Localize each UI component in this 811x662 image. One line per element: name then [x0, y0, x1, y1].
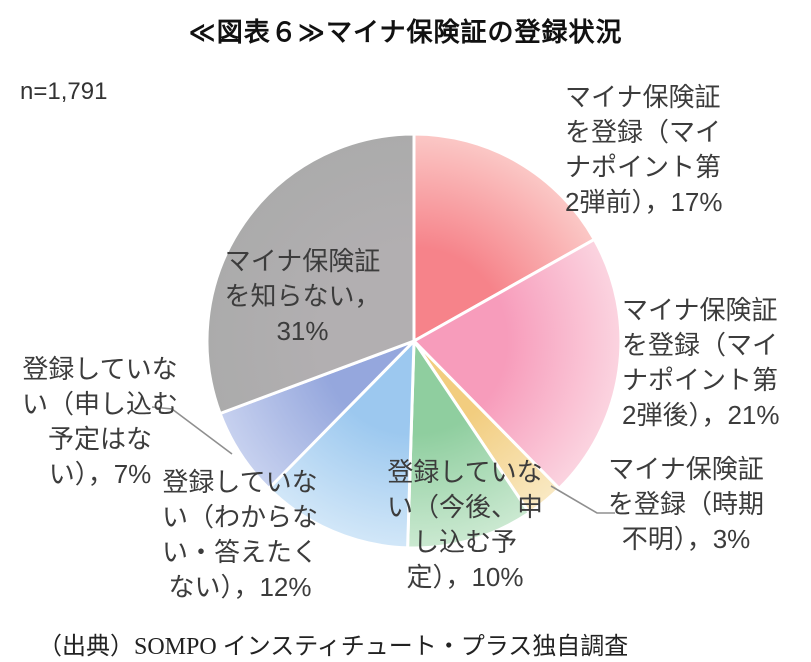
callout-not-registered-no-plan: 登録していな い（申し込む 予定はな い），7%: [20, 352, 180, 492]
pie-slice-1: [412, 132, 596, 343]
callout-line: 登録していな: [162, 467, 318, 497]
callout-line: を登録（時期: [607, 489, 764, 519]
source-note: （出典）SOMPO インスティチュート・プラス独自調査: [38, 634, 629, 660]
callout-line: 予定はな: [47, 424, 152, 454]
callout-line: ナポイント第: [565, 152, 722, 182]
callout-line: マイナ保険証: [565, 82, 721, 112]
callout-line: 登録していな: [387, 457, 543, 487]
pie-slice-2: [412, 237, 623, 490]
sample-size-label: n=1,791: [20, 78, 108, 105]
callout-dont-know-myna-card: マイナ保険証 を知らない， 31%: [200, 244, 405, 349]
callout-line: を登録（マイ: [565, 117, 722, 147]
callout-line: を登録（マイ: [622, 330, 779, 360]
chart-title: ≪図表６≫マイナ保険証の登録状況: [188, 17, 623, 47]
callout-registered-timing-unknown: マイナ保険証 を登録（時期 不明），3%: [580, 452, 792, 557]
callout-line: 2弾後），21%: [622, 400, 780, 430]
callout-line: マイナ保険証: [608, 454, 764, 484]
callout-line: い（わからな: [161, 502, 318, 532]
pie-slice-7: [205, 132, 416, 415]
callout-line: 2弾前），17%: [565, 187, 723, 217]
callout-line: し込む予: [412, 527, 517, 557]
leader-line-1: [550, 485, 615, 514]
callout-line: い（今後、申: [386, 492, 543, 522]
callout-line: ナポイント第: [622, 365, 779, 395]
callout-line: 31%: [276, 316, 329, 346]
callout-registered-pre-round2: マイナ保険証 を登録（マイ ナポイント第 2弾前），17%: [565, 80, 810, 220]
callout-not-registered-unsure: 登録していな い（わからな い・答えたく ない），12%: [135, 465, 345, 605]
callout-line: 定），10%: [406, 562, 524, 592]
callout-line: い），7%: [48, 459, 152, 489]
callout-line: マイナ保険証: [622, 295, 778, 325]
callout-line: 不明），3%: [621, 524, 751, 554]
callout-line: 登録していな: [22, 354, 178, 384]
callout-not-registered-will-apply: 登録していな い（今後、申 し込む予 定），10%: [370, 455, 560, 595]
callout-line: を知らない，: [224, 281, 381, 311]
callout-line: い・答えたく: [161, 537, 318, 567]
pie-slice-4: [406, 339, 531, 550]
callout-registered-post-round2: マイナ保険証 を登録（マイ ナポイント第 2弾後），21%: [622, 293, 810, 433]
leader-line-2: [151, 406, 233, 455]
pie-slice-5: [267, 339, 416, 550]
callout-line: ない），12%: [168, 572, 312, 602]
callout-line: い（申し込む: [21, 389, 178, 419]
callout-line: マイナ保険証: [224, 246, 381, 276]
